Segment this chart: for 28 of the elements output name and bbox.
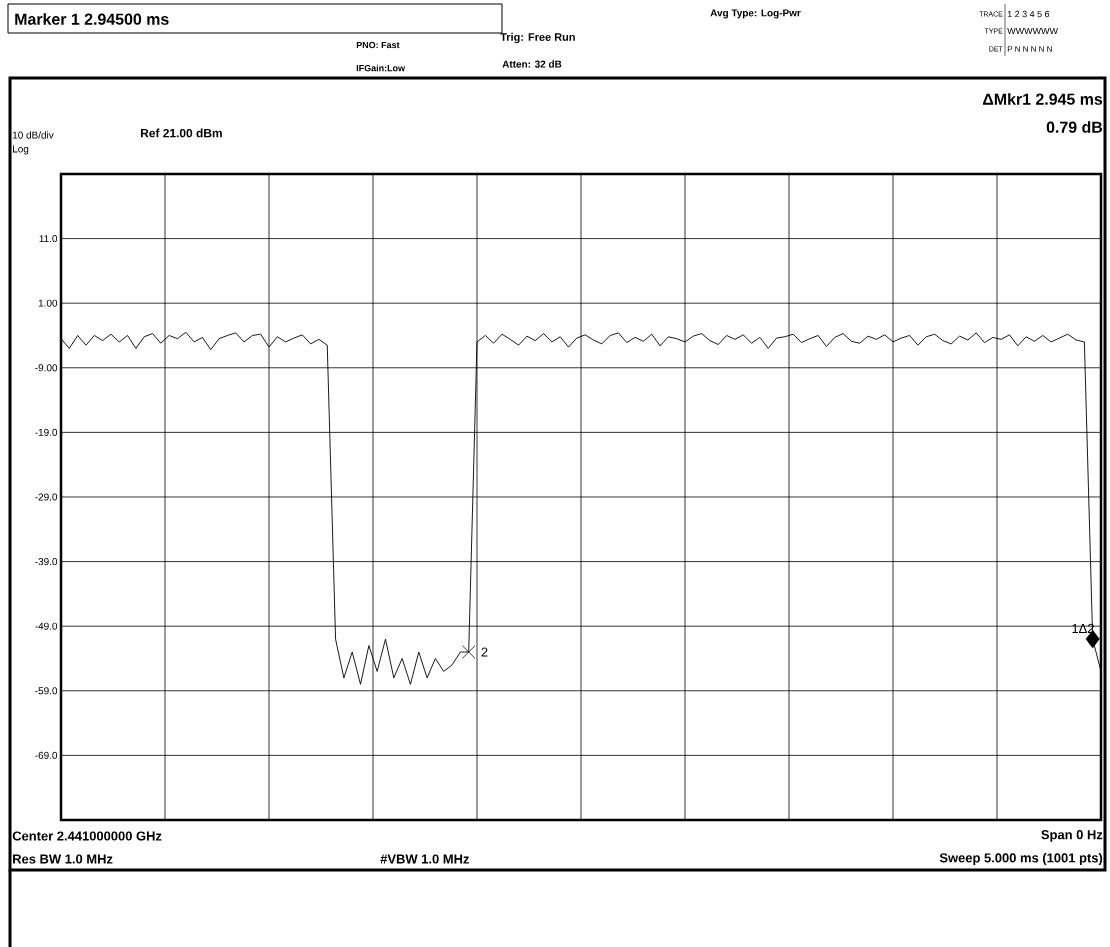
text: Res BW 1.0 MHz <box>13 854 113 864</box>
y-tick-label: 11.0 <box>39 235 58 243</box>
text: Sweep 5.000 ms (1001 pts) <box>939 852 1103 866</box>
text: Ref 21.00 dBm <box>141 128 222 138</box>
text: Atten: 32 dB <box>502 60 562 68</box>
y-tick-label: 1.00 <box>38 299 58 307</box>
text: PNO: Fast <box>356 41 400 49</box>
text: #VBW 1.0 MHz <box>380 854 469 864</box>
text: WWWWWW <box>1007 27 1058 35</box>
text: Trig: Free Run <box>500 32 575 44</box>
text: Log <box>13 145 29 155</box>
annotation: 2 <box>481 647 488 657</box>
y-tick-label: -69.0 <box>35 751 58 759</box>
text: 10 dB/div <box>12 131 54 139</box>
y-tick-label: -19.0 <box>35 428 58 436</box>
y-tick-label: -39.0 <box>35 558 58 566</box>
chart-title: Marker 1 2.94500 ms <box>15 13 169 25</box>
text: IFGain:Low <box>356 64 406 72</box>
y-tick-label: -9.00 <box>35 364 58 372</box>
text: ΔMkr1 2.945 ms <box>982 93 1103 105</box>
y-tick-label: -29.0 <box>35 493 58 501</box>
y-tick-label: -59.0 <box>35 687 58 695</box>
text: Center 2.441000000 GHz <box>12 831 162 841</box>
text: Span 0 Hz <box>1041 830 1103 842</box>
text: Avg Type: Log-Pwr <box>710 9 801 19</box>
y-tick-label: -49.0 <box>35 622 58 630</box>
text: 0.79 dB <box>1046 121 1103 133</box>
text: 1 2 3 4 5 6 <box>1007 10 1050 18</box>
